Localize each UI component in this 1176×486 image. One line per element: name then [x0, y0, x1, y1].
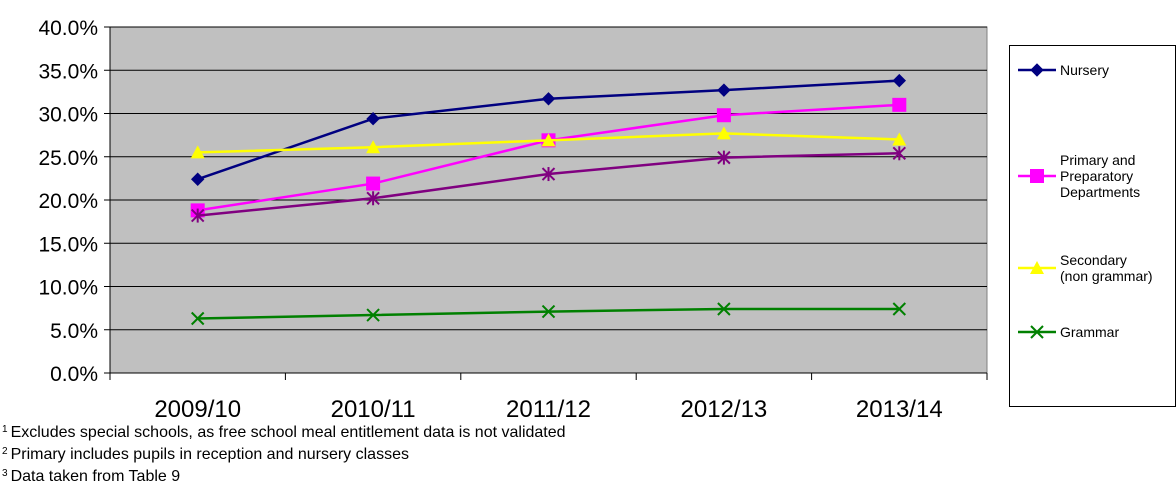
- data-point-4-2: [541, 304, 556, 319]
- y-tick-label: 5.0%: [50, 320, 98, 343]
- footnote-2: 2 Primary includes pupils in reception an…: [2, 446, 409, 463]
- y-tick-label: 20.0%: [38, 190, 98, 213]
- y-tick-label: 35.0%: [38, 60, 98, 83]
- legend-graphic: Nursery Primary andPreparatoryDepartments…: [1018, 62, 1153, 340]
- footnote-3: 3 Data taken from Table 9: [2, 468, 181, 485]
- data-point-0-3: [717, 83, 731, 97]
- y-tick-label: 0.0%: [50, 363, 98, 386]
- data-point-3-1: [366, 191, 380, 206]
- data-point-0-2: [541, 92, 556, 106]
- data-point-4-4: [892, 302, 907, 316]
- series-3: [190, 146, 907, 223]
- legend-marker-4: [1030, 325, 1044, 339]
- data-point-3-0: [190, 208, 205, 223]
- series-0: [190, 73, 907, 186]
- data-point-3-2: [541, 167, 556, 182]
- legend-item-2: Secondary(non grammar): [1018, 252, 1153, 284]
- legend-label: Preparatory: [1060, 168, 1133, 184]
- y-tick-label: 15.0%: [38, 233, 98, 256]
- legend-label: Secondary: [1060, 252, 1127, 268]
- legend-label: (non grammar): [1060, 268, 1153, 284]
- data-point-2-3: [716, 126, 731, 140]
- y-tick-label: 10.0%: [38, 277, 98, 300]
- footnotes: 1 Excludes special schools, as free schoo…: [2, 420, 566, 486]
- data-point-4-3: [717, 302, 731, 316]
- x-tick-label: 2013/14: [856, 396, 943, 420]
- data-point-1-1: [366, 176, 381, 191]
- legend-label: Primary and: [1060, 152, 1135, 168]
- legend-label: Nursery: [1060, 62, 1109, 78]
- legend-label: Departments: [1060, 184, 1140, 200]
- data-point-4-1: [366, 308, 380, 322]
- legend-label: Grammar: [1060, 324, 1119, 340]
- data-point-2-2: [541, 133, 556, 147]
- legend-marker-0: [1030, 63, 1044, 77]
- y-tick-label: 30.0%: [38, 104, 98, 127]
- x-tick-label: 2009/10: [154, 396, 241, 420]
- y-tick-label: 40.0%: [38, 17, 98, 40]
- data-point-1-4: [892, 97, 907, 112]
- data-point-3-4: [892, 146, 907, 161]
- data-point-0-1: [366, 111, 380, 126]
- series-2: [190, 126, 907, 159]
- data-point-4-0: [190, 311, 205, 326]
- y-tick-label: 25.0%: [38, 147, 98, 170]
- x-tick-label: 2010/11: [331, 396, 416, 420]
- legend-item-0: Nursery: [1018, 62, 1109, 78]
- footnote-1: 1 Excludes special schools, as free schoo…: [2, 424, 566, 441]
- x-tick-label: 2011/12: [506, 396, 591, 420]
- chart-legend: Nursery Primary and Preparatory Departments…: [1009, 45, 1176, 407]
- line-chart: 0.0% 5.0% 10.0% 15.0% 20.0% 25.0% 30.0% 35.0% 40…: [38, 17, 988, 420]
- legend-marker-1: [1030, 169, 1044, 183]
- data-point-0-0: [190, 172, 205, 186]
- data-point-1-3: [716, 108, 731, 123]
- data-point-2-1: [366, 140, 381, 154]
- data-point-2-4: [892, 132, 907, 146]
- data-point-0-4: [892, 73, 907, 88]
- data-point-2-0: [190, 145, 205, 159]
- series-4: [190, 302, 907, 326]
- x-tick-label: 2012/13: [681, 396, 768, 420]
- data-point-3-3: [717, 150, 731, 165]
- legend-marker-2: [1030, 261, 1044, 274]
- legend-item-4: Grammar: [1018, 324, 1119, 340]
